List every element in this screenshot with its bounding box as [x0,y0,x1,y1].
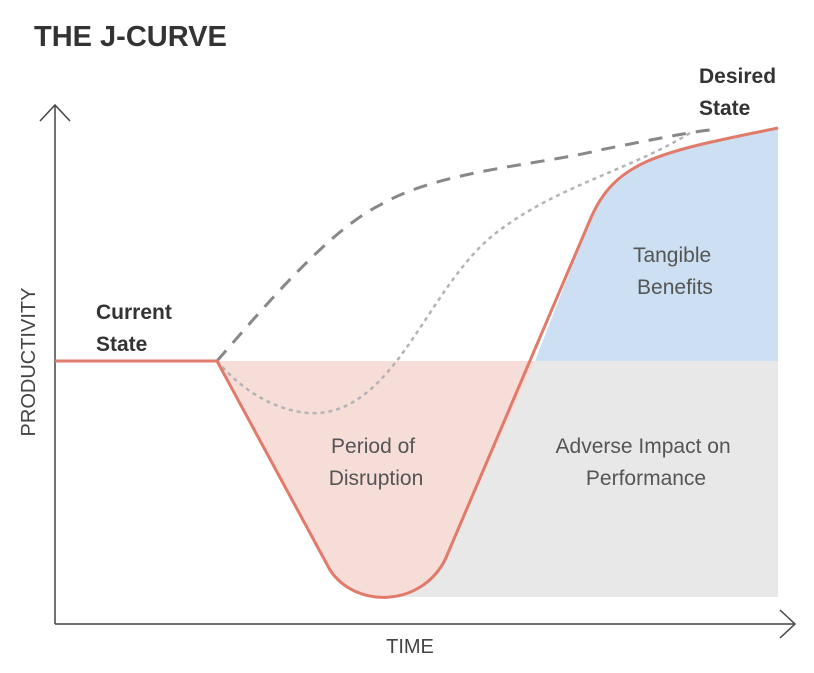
tangible-benefits-region [535,128,778,361]
desired-state-label: Desired State [699,65,782,120]
period-of-disruption-region [217,361,535,598]
y-axis-label: PRODUCTIVITY [18,288,40,437]
x-axis-arrow-icon [779,609,797,639]
tangible-benefits-label: Tangible Benefits [633,244,717,299]
y-axis-arrow-icon [39,103,71,122]
j-curve-line [55,126,779,599]
dotted-alternative-curve [216,131,691,415]
adverse-impact-label: Adverse Impact on Performance [556,435,737,490]
x-axis-label: TIME [386,636,434,658]
diagram-title: THE J-CURVE [34,21,227,53]
period-of-disruption-label: Period of Disruption [329,435,424,490]
current-state-label: Current State [96,301,178,356]
